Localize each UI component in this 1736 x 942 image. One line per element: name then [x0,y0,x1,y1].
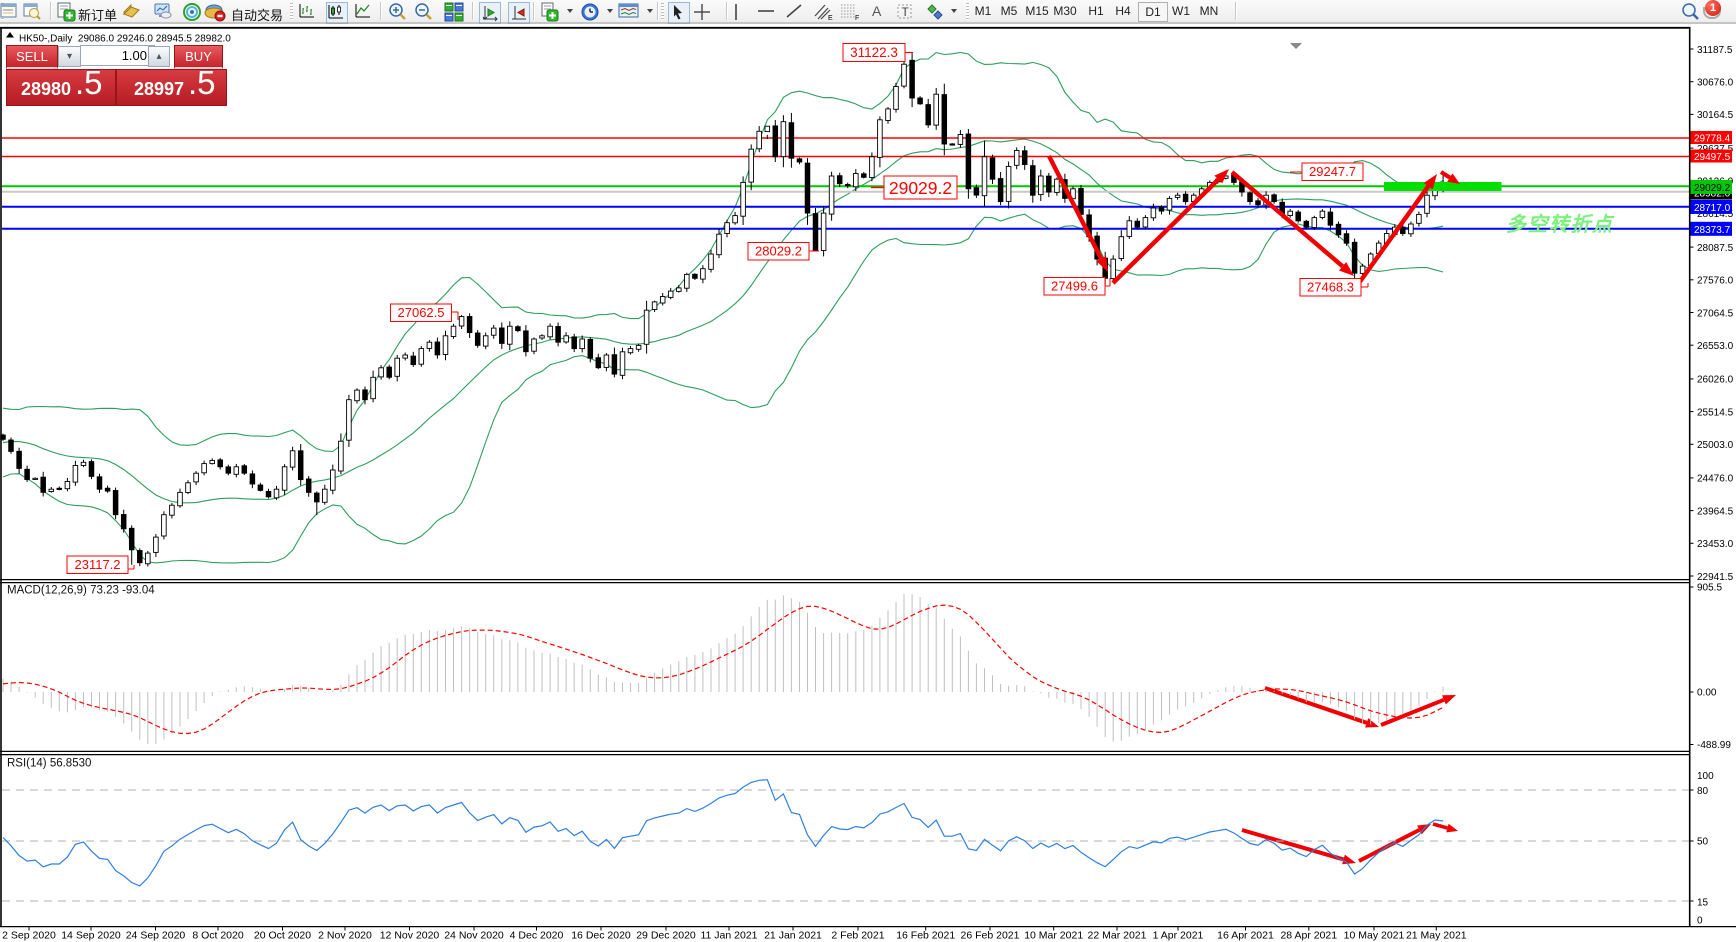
svg-text:27468.3: 27468.3 [1307,280,1354,295]
svg-text:28087.5: 28087.5 [1697,243,1734,254]
svg-text:22941.5: 22941.5 [1697,572,1734,583]
svg-text:26553.0: 26553.0 [1697,341,1734,352]
svg-text:21 Jan 2021: 21 Jan 2021 [764,930,822,942]
svg-text:22 Mar 2021: 22 Mar 2021 [1088,930,1147,942]
svg-text:24 Sep 2020: 24 Sep 2020 [126,930,186,942]
svg-text:MACD(12,26,9) 73.23 -93.04: MACD(12,26,9) 73.23 -93.04 [7,585,155,597]
svg-text:30164.5: 30164.5 [1697,110,1734,121]
svg-text:24 Nov 2020: 24 Nov 2020 [444,930,504,942]
svg-text:23964.5: 23964.5 [1697,506,1734,517]
svg-text:28982.0: 28982.0 [1694,189,1731,200]
svg-text:27064.5: 27064.5 [1697,308,1734,319]
svg-text:31122.3: 31122.3 [850,45,898,60]
svg-text:100: 100 [1697,771,1714,782]
svg-text:29497.5: 29497.5 [1694,152,1731,163]
svg-text:25003.0: 25003.0 [1697,440,1734,451]
svg-text:26026.0: 26026.0 [1697,375,1734,386]
svg-text:RSI(14) 56.8530: RSI(14) 56.8530 [7,758,91,770]
svg-text:29778.4: 29778.4 [1694,134,1731,145]
svg-text:F: F [855,15,859,22]
svg-text:12 Nov 2020: 12 Nov 2020 [380,930,440,942]
svg-text:28614.5: 28614.5 [1697,209,1734,220]
svg-text:80: 80 [1697,786,1709,797]
svg-text:29029.2: 29029.2 [1694,183,1731,194]
svg-text:24476.0: 24476.0 [1697,474,1734,485]
svg-text:10 Mar 2021: 10 Mar 2021 [1024,930,1083,942]
svg-text:16 Dec 2020: 16 Dec 2020 [571,930,631,942]
svg-text:T: T [902,5,910,19]
svg-text:27499.6: 27499.6 [1051,279,1098,294]
svg-text:50: 50 [1697,837,1709,848]
svg-text:10 May 2021: 10 May 2021 [1344,930,1405,942]
svg-text:31187.5: 31187.5 [1697,45,1733,56]
svg-text:2 Feb 2021: 2 Feb 2021 [831,930,884,942]
svg-text:-488.99: -488.99 [1697,740,1731,751]
svg-text:30676.0: 30676.0 [1697,78,1734,89]
svg-text:28717.0: 28717.0 [1694,203,1731,214]
svg-text:2 Sep 2020: 2 Sep 2020 [2,930,56,942]
svg-text:4 Dec 2020: 4 Dec 2020 [510,930,564,942]
svg-text:27576.0: 27576.0 [1697,276,1734,287]
svg-text:0: 0 [1697,916,1703,927]
svg-text:14 Sep 2020: 14 Sep 2020 [61,930,121,942]
svg-text:多空转折点: 多空转折点 [1506,213,1615,236]
svg-text:26 Feb 2021: 26 Feb 2021 [961,930,1020,942]
svg-text:A: A [872,3,882,19]
svg-text:23117.2: 23117.2 [74,557,120,572]
svg-text:8 Oct 2020: 8 Oct 2020 [192,930,244,942]
svg-text:29247.7: 29247.7 [1309,164,1356,179]
svg-text:905.5: 905.5 [1697,583,1722,594]
svg-text:28029.2: 28029.2 [755,244,802,259]
svg-text:11 Jan 2021: 11 Jan 2021 [700,930,757,942]
svg-text:23453.0: 23453.0 [1697,539,1734,550]
svg-text:E: E [828,15,833,22]
svg-text:16 Apr 2021: 16 Apr 2021 [1217,930,1274,942]
svg-text:HK50-,Daily 29086.0 29246.0 2: HK50-,Daily 29086.0 29246.0 28945.5 2898… [19,34,231,45]
svg-text:25514.5: 25514.5 [1697,407,1734,418]
svg-text:29 Dec 2020: 29 Dec 2020 [636,930,696,942]
svg-text:1 Apr 2021: 1 Apr 2021 [1153,930,1204,942]
svg-text:20 Oct 2020: 20 Oct 2020 [254,930,311,942]
svg-text:28373.7: 28373.7 [1694,225,1731,236]
svg-text:0.00: 0.00 [1697,687,1717,698]
svg-text:2 Nov 2020: 2 Nov 2020 [318,930,372,942]
svg-text:29029.2: 29029.2 [889,178,952,198]
svg-text:27062.5: 27062.5 [398,305,445,320]
svg-text:15: 15 [1697,898,1709,909]
svg-text:29637.5: 29637.5 [1697,144,1734,155]
svg-text:16 Feb 2021: 16 Feb 2021 [896,930,955,942]
svg-text:21 May 2021: 21 May 2021 [1406,930,1467,942]
svg-text:28 Apr 2021: 28 Apr 2021 [1280,930,1337,942]
